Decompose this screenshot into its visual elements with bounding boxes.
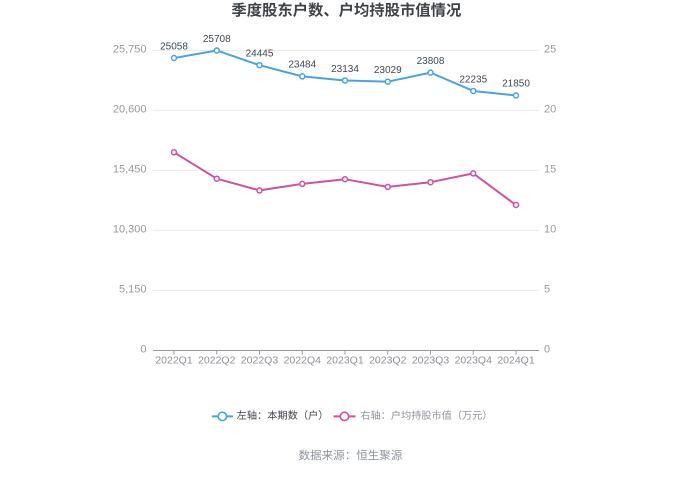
svg-text:25058: 25058: [160, 41, 188, 52]
svg-text:5: 5: [544, 283, 550, 295]
svg-text:2022Q1: 2022Q1: [155, 354, 193, 366]
svg-text:21850: 21850: [502, 79, 530, 90]
svg-text:23808: 23808: [417, 56, 445, 67]
svg-text:2024Q1: 2024Q1: [497, 354, 535, 366]
svg-text:2023Q4: 2023Q4: [455, 354, 493, 366]
svg-text:2022Q4: 2022Q4: [284, 354, 322, 366]
svg-text:2022Q2: 2022Q2: [198, 354, 236, 366]
svg-text:22235: 22235: [459, 74, 487, 85]
svg-text:24445: 24445: [246, 49, 274, 60]
svg-text:0: 0: [544, 343, 550, 355]
svg-text:5,150: 5,150: [119, 283, 147, 295]
svg-text:25,750: 25,750: [113, 43, 147, 55]
svg-text:20,600: 20,600: [113, 103, 147, 115]
svg-text:10,300: 10,300: [113, 223, 147, 235]
svg-text:15,450: 15,450: [113, 163, 147, 175]
svg-text:2023Q1: 2023Q1: [326, 354, 364, 366]
svg-text:20: 20: [544, 103, 556, 115]
svg-text:23484: 23484: [288, 60, 316, 71]
svg-text:0: 0: [140, 343, 146, 355]
svg-text:25708: 25708: [203, 34, 231, 45]
svg-text:25: 25: [544, 43, 556, 55]
svg-text:23134: 23134: [331, 64, 359, 75]
svg-text:23029: 23029: [374, 65, 402, 76]
svg-text:2023Q3: 2023Q3: [412, 354, 450, 366]
svg-text:15: 15: [544, 163, 556, 175]
svg-text:10: 10: [544, 223, 556, 235]
svg-text:2023Q2: 2023Q2: [369, 354, 407, 366]
svg-text:2022Q3: 2022Q3: [241, 354, 279, 366]
